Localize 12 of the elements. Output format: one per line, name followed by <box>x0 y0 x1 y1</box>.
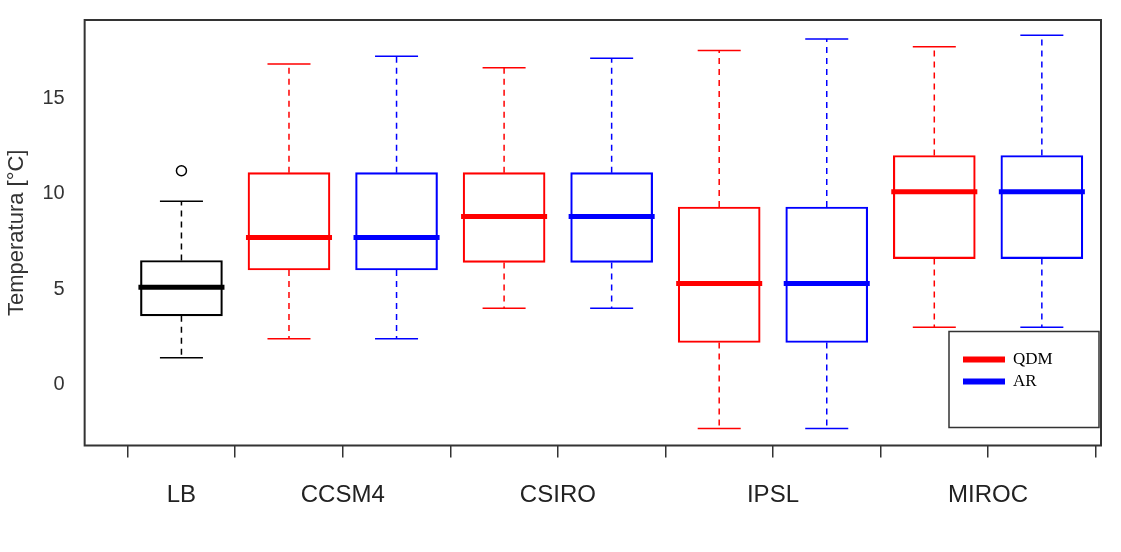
y-tick-label: 5 <box>53 276 65 299</box>
y-axis-title: Temperatura [°C] <box>3 149 29 317</box>
y-tick-label: 0 <box>53 372 65 395</box>
legend-label: AR <box>1013 371 1038 391</box>
y-tick-label: 15 <box>42 85 65 108</box>
x-tick-label: CSIRO <box>519 480 596 508</box>
x-tick-label: CCSM4 <box>300 480 385 508</box>
legend-label: QDM <box>1013 349 1053 369</box>
x-tick-label: IPSL <box>746 480 799 508</box>
x-tick-label: LB <box>166 480 197 508</box>
y-tick-label: 10 <box>42 181 65 204</box>
x-tick-label: MIROC <box>948 480 1029 508</box>
